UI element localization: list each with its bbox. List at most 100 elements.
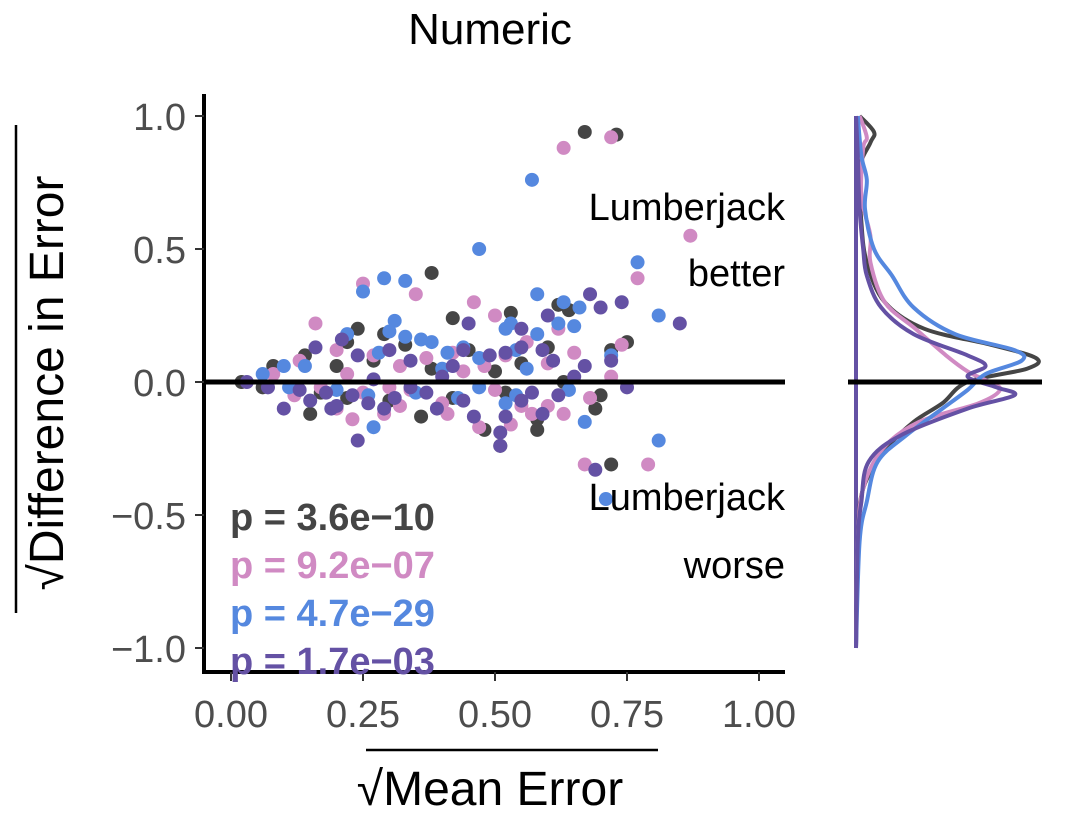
p-value-label-series-3: p = 4.7e−29 (230, 593, 435, 635)
scatter-point-series-3 (530, 287, 545, 302)
p-value-label-series-1: p = 3.6e−10 (230, 497, 435, 539)
scatter-point-series-3 (577, 414, 592, 429)
scatter-point-series-3 (561, 382, 576, 397)
x-axis-label: √Mean Error (357, 748, 658, 816)
scatter-point-series-3 (356, 284, 370, 299)
scatter-point-series-2 (266, 367, 281, 382)
scatter-point-series-1 (577, 124, 592, 139)
scatter-point-series-4 (456, 343, 471, 358)
y-tick-label: 1.0 (133, 97, 186, 139)
scatter-point-series-3 (651, 433, 666, 448)
annotation-better-line2: better (688, 253, 786, 295)
scatter-point-series-1 (303, 406, 318, 421)
scatter-point-series-4 (583, 287, 598, 302)
scatter-point-series-4 (546, 353, 561, 368)
y-tick-label: 0.5 (133, 230, 186, 272)
x-tick-label: 0.50 (458, 694, 532, 736)
scatter-point-series-2 (440, 406, 455, 421)
scatter-point-series-4 (535, 343, 550, 358)
scatter-point-series-4 (593, 300, 608, 315)
scatter-point-series-4 (350, 348, 365, 363)
scatter-point-series-4 (498, 409, 513, 424)
scatter-point-series-4 (456, 393, 471, 408)
y-axis-radical: √ (21, 563, 74, 590)
scatter-point-series-1 (503, 305, 518, 320)
annotation-better-line1: Lumberjack (589, 187, 786, 229)
scatter-point-series-2 (683, 228, 698, 243)
x-tick-label: 0.75 (590, 694, 664, 736)
scatter-point-series-4 (535, 406, 550, 421)
scatter-point-series-1 (329, 359, 344, 374)
scatter-point-series-2 (345, 412, 360, 427)
scatter-point-series-4 (604, 353, 619, 368)
scatter-point-series-4 (329, 398, 344, 413)
scatter-point-series-3 (276, 359, 291, 374)
scatter-point-series-1 (488, 364, 502, 379)
scatter-point-series-4 (551, 388, 566, 403)
scatter-point-series-1 (530, 422, 545, 437)
scatter-point-series-1 (498, 385, 513, 400)
annotation-worse-line1: Lumberjack (589, 477, 786, 519)
scatter-point-series-3 (530, 327, 545, 342)
scatter-point-series-3 (297, 359, 312, 374)
scatter-point-series-2 (472, 420, 487, 435)
scatter-point-series-3 (472, 242, 487, 256)
scatter-point-series-4 (514, 340, 529, 355)
y-tick-label: −0.5 (111, 496, 186, 538)
scatter-point-series-2 (488, 308, 502, 323)
scatter-points (234, 124, 698, 507)
scatter-point-series-3 (382, 324, 397, 339)
scatter-point-series-4 (493, 425, 508, 440)
scatter-point-series-4 (524, 385, 539, 400)
scatter-point-series-4 (445, 359, 460, 374)
scatter-point-series-3 (598, 492, 613, 507)
svg-text:√Difference in Error: √Difference in Error (21, 176, 74, 591)
scatter-point-series-4 (540, 308, 555, 323)
density-curve-series-3 (854, 115, 1027, 649)
density-curve-series-4 (854, 115, 1018, 649)
scatter-point-series-3 (572, 300, 587, 315)
scatter-point-series-2 (488, 382, 502, 397)
scatter-point-series-4 (387, 390, 402, 405)
scatter-point-series-1 (593, 388, 608, 403)
scatter-point-series-4 (614, 295, 629, 310)
scatter-point-series-2 (577, 457, 592, 472)
scatter-point-series-3 (366, 420, 381, 435)
scatter-point-series-2 (630, 271, 645, 286)
scatter-point-series-1 (588, 401, 603, 416)
scatter-point-series-2 (392, 359, 407, 374)
y-tick-label: −1.0 (111, 629, 186, 671)
scatter-point-series-4 (672, 316, 687, 331)
scatter-point-series-2 (456, 364, 471, 379)
density-curve-series-2 (854, 115, 1003, 649)
scatter-point-series-4 (466, 409, 481, 424)
scatter-point-series-3 (424, 335, 439, 350)
scatter-point-series-4 (588, 462, 603, 477)
y-axis-ticks: 1.0 0.5 0.0 −0.5 −1.0 (111, 97, 204, 671)
scatter-point-series-3 (398, 273, 413, 288)
scatter-point-series-3 (440, 345, 455, 360)
y-axis-label: √Difference in Error (14, 125, 74, 613)
scatter-point-series-4 (292, 382, 307, 397)
scatter-point-series-2 (614, 337, 629, 352)
scatter-point-series-2 (556, 406, 571, 421)
scatter-point-series-4 (461, 316, 476, 331)
x-tick-label: 1.00 (722, 694, 796, 736)
scatter-point-series-4 (345, 388, 360, 403)
scatter-point-series-2 (604, 130, 619, 145)
scatter-point-series-2 (419, 351, 434, 366)
scatter-point-series-3 (551, 316, 566, 331)
scatter-point-series-1 (414, 409, 429, 424)
scatter-point-series-4 (377, 401, 392, 416)
scatter-point-series-2 (340, 367, 355, 382)
scatter-point-series-2 (408, 287, 423, 302)
scatter-point-series-2 (556, 140, 571, 155)
scatter-point-series-2 (524, 406, 539, 421)
scatter-point-series-3 (567, 319, 582, 334)
scatter-point-series-4 (429, 401, 444, 416)
scatter-point-series-3 (651, 308, 666, 323)
scatter-point-series-3 (329, 382, 344, 397)
scatter-point-series-4 (350, 433, 365, 448)
scatter-point-series-4 (514, 321, 529, 336)
